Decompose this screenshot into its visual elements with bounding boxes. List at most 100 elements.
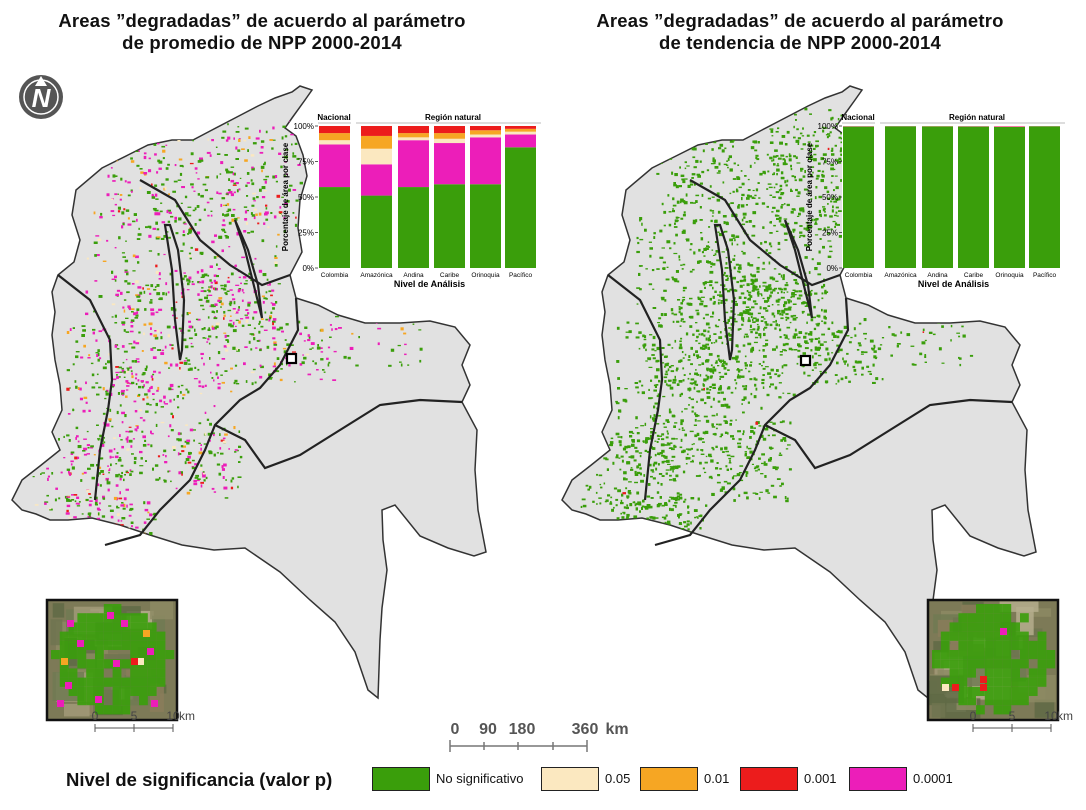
degradation-pixel [678, 311, 681, 314]
degradation-pixel [853, 368, 857, 372]
inset-pixel-green [984, 677, 994, 687]
degradation-pixel [280, 165, 283, 169]
degradation-pixel [771, 135, 774, 137]
degradation-pixel [347, 356, 351, 360]
degradation-pixel [677, 299, 681, 301]
degradation-pixel [213, 279, 216, 283]
degradation-pixel [795, 119, 797, 121]
degradation-pixel [163, 479, 166, 481]
degradation-pixel [693, 386, 696, 390]
degradation-pixel [706, 260, 709, 263]
degradation-pixel [686, 457, 691, 460]
degradation-pixel [719, 294, 723, 298]
degradation-pixel [688, 140, 692, 144]
degradation-pixel [262, 273, 267, 277]
degradation-pixel [710, 315, 714, 318]
degradation-pixel [72, 327, 75, 329]
degradation-pixel [629, 542, 631, 545]
degradation-pixel [106, 239, 109, 242]
degradation-pixel [795, 156, 798, 159]
degradation-pixel [107, 174, 110, 178]
degradation-pixel [221, 465, 224, 469]
inset-pixel-green [1011, 668, 1020, 678]
degradation-pixel [749, 324, 752, 328]
degradation-pixel [786, 497, 789, 500]
degradation-pixel [258, 212, 262, 216]
degradation-pixel [730, 307, 733, 309]
degradation-pixel [144, 439, 147, 442]
inset-pixel-significant [952, 684, 959, 691]
degradation-pixel [109, 455, 112, 459]
degradation-pixel [703, 432, 706, 435]
degradation-pixel [257, 222, 260, 225]
degradation-pixel [251, 382, 254, 386]
degradation-pixel [647, 483, 651, 486]
degradation-pixel [252, 368, 256, 371]
degradation-pixel [705, 359, 710, 362]
degradation-pixel [703, 247, 707, 251]
degradation-pixel [181, 472, 183, 476]
inset-pixel-green [77, 650, 87, 660]
degradation-pixel [103, 441, 106, 444]
degradation-pixel [783, 301, 787, 305]
degradation-pixel [276, 194, 281, 198]
degradation-pixel [701, 251, 704, 254]
degradation-pixel [253, 337, 256, 341]
degradation-pixel [736, 176, 740, 179]
degradation-pixel [272, 307, 275, 310]
degradation-pixel [767, 372, 772, 375]
degradation-pixel [671, 312, 674, 315]
degradation-pixel [815, 218, 819, 221]
degradation-pixel [766, 393, 770, 397]
degradation-pixel [718, 371, 721, 374]
degradation-pixel [823, 309, 827, 313]
degradation-pixel [310, 342, 315, 345]
degradation-pixel [750, 278, 754, 282]
degradation-pixel [187, 455, 191, 459]
degradation-pixel [747, 291, 752, 294]
degradation-pixel [747, 298, 751, 301]
degradation-pixel [225, 339, 229, 341]
degradation-pixel [234, 264, 237, 267]
degradation-pixel [659, 452, 663, 455]
degradation-pixel [188, 255, 192, 258]
degradation-pixel [748, 220, 752, 223]
degradation-pixel [877, 347, 882, 351]
degradation-pixel [648, 283, 653, 286]
degradation-pixel [674, 137, 678, 140]
degradation-pixel [117, 120, 120, 123]
degradation-pixel [199, 251, 204, 255]
degradation-pixel [764, 321, 768, 324]
inset-pixel-green [95, 705, 104, 715]
degradation-pixel [653, 461, 658, 465]
degradation-pixel [655, 540, 659, 543]
degradation-pixel [328, 361, 331, 364]
degradation-pixel [673, 150, 677, 152]
degradation-pixel [270, 311, 273, 314]
degradation-pixel [645, 538, 650, 541]
degradation-pixel [43, 454, 47, 456]
degradation-pixel [650, 475, 653, 478]
degradation-pixel [751, 283, 755, 285]
degradation-pixel [746, 290, 749, 293]
degradation-pixel [620, 502, 624, 505]
degradation-pixel [623, 506, 626, 509]
degradation-pixel [697, 356, 701, 358]
degradation-pixel [76, 505, 81, 507]
degradation-pixel [105, 423, 110, 427]
degradation-pixel [762, 437, 767, 441]
degradation-pixel [224, 110, 226, 112]
degradation-pixel [691, 443, 694, 446]
degradation-pixel [697, 414, 700, 417]
degradation-pixel [227, 208, 232, 212]
degradation-pixel [763, 318, 766, 320]
degradation-pixel [635, 336, 640, 339]
degradation-pixel [235, 383, 240, 385]
degradation-pixel [97, 353, 100, 357]
degradation-pixel [667, 442, 671, 446]
degradation-pixel [896, 343, 901, 345]
degradation-pixel [633, 515, 638, 519]
degradation-pixel [738, 186, 742, 189]
degradation-pixel [702, 467, 705, 470]
degradation-pixel [86, 489, 90, 493]
